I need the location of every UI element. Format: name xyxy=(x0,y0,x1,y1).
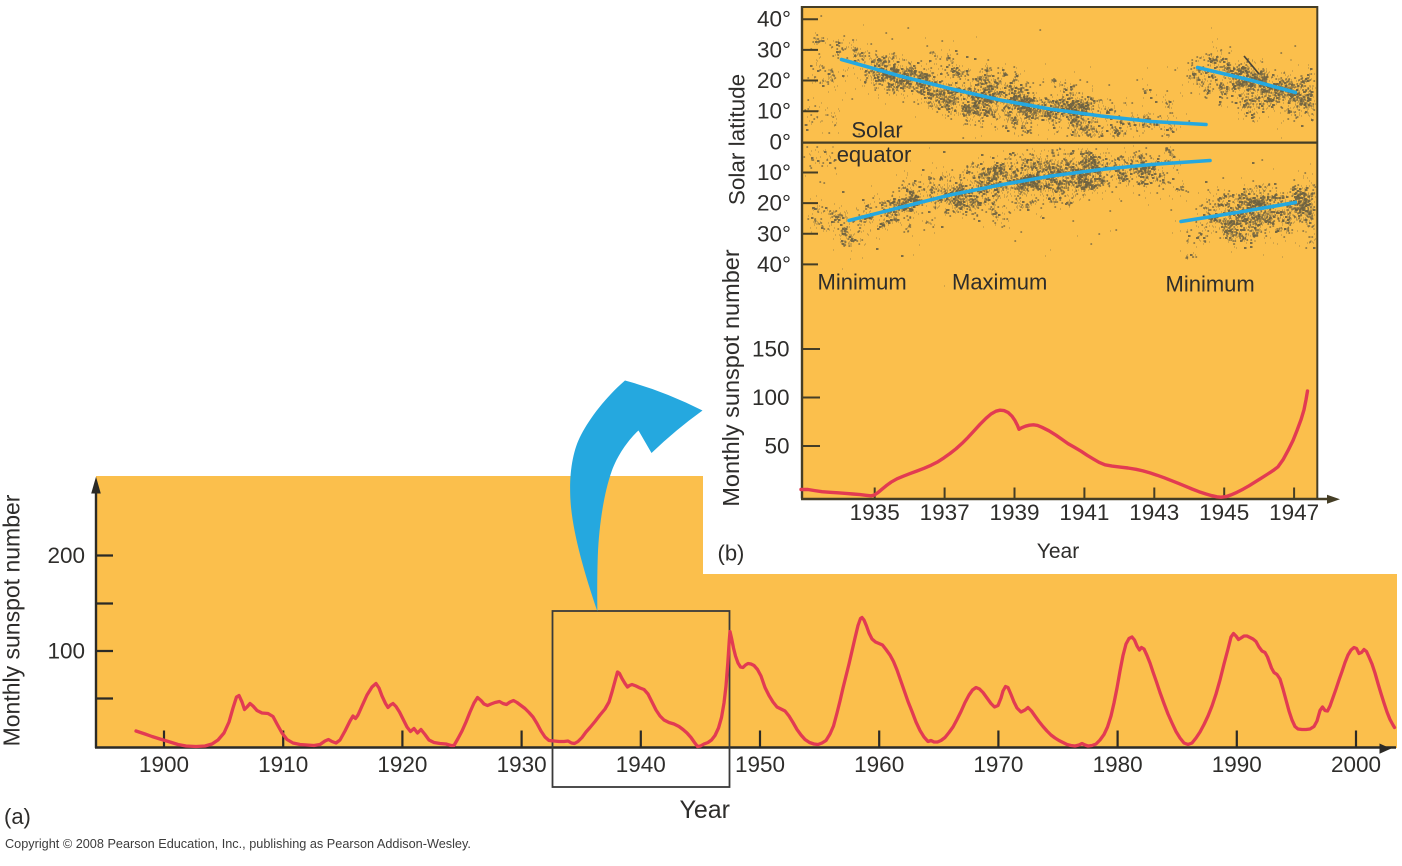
svg-text:200: 200 xyxy=(47,543,85,568)
svg-text:1941: 1941 xyxy=(1059,500,1109,525)
svg-text:1930: 1930 xyxy=(497,752,547,777)
svg-text:Monthly sunspot number: Monthly sunspot number xyxy=(718,249,744,507)
svg-text:Minimum: Minimum xyxy=(818,270,907,295)
svg-text:100: 100 xyxy=(752,385,790,410)
svg-text:100: 100 xyxy=(47,639,85,664)
svg-text:1935: 1935 xyxy=(850,500,900,525)
svg-text:10°: 10° xyxy=(757,160,791,185)
svg-text:1943: 1943 xyxy=(1129,500,1179,525)
svg-text:(a): (a) xyxy=(4,804,31,829)
svg-text:Year: Year xyxy=(1037,540,1079,563)
svg-text:20°: 20° xyxy=(757,191,791,216)
svg-text:1937: 1937 xyxy=(920,500,970,525)
svg-text:1950: 1950 xyxy=(735,752,785,777)
svg-text:1990: 1990 xyxy=(1212,752,1262,777)
svg-text:1970: 1970 xyxy=(973,752,1023,777)
svg-text:1980: 1980 xyxy=(1093,752,1143,777)
svg-text:Solar: Solar xyxy=(851,118,902,143)
svg-text:Year: Year xyxy=(679,796,730,824)
svg-text:1939: 1939 xyxy=(989,500,1039,525)
svg-text:40°: 40° xyxy=(757,7,791,32)
svg-text:2000: 2000 xyxy=(1331,752,1381,777)
svg-text:Solar latitude: Solar latitude xyxy=(725,74,750,205)
svg-text:0°: 0° xyxy=(769,129,791,154)
svg-text:equator: equator xyxy=(837,142,912,167)
svg-text:50: 50 xyxy=(764,434,789,459)
svg-text:Copyright © 2008 Pearson Educa: Copyright © 2008 Pearson Education, Inc.… xyxy=(5,837,471,851)
svg-text:1910: 1910 xyxy=(258,752,308,777)
svg-text:30°: 30° xyxy=(757,221,791,246)
svg-text:1920: 1920 xyxy=(377,752,427,777)
svg-text:Monthly sunspot number: Monthly sunspot number xyxy=(0,494,25,746)
svg-text:1900: 1900 xyxy=(139,752,189,777)
svg-text:150: 150 xyxy=(752,337,790,362)
svg-text:20°: 20° xyxy=(757,68,791,93)
svg-text:30°: 30° xyxy=(757,37,791,62)
svg-text:(b): (b) xyxy=(718,541,745,566)
svg-text:1960: 1960 xyxy=(854,752,904,777)
svg-text:Maximum: Maximum xyxy=(952,270,1047,295)
svg-text:1945: 1945 xyxy=(1199,500,1249,525)
svg-text:1940: 1940 xyxy=(616,752,666,777)
svg-text:40°: 40° xyxy=(757,252,791,277)
svg-text:1947: 1947 xyxy=(1269,500,1319,525)
svg-text:10°: 10° xyxy=(757,99,791,124)
svg-text:Minimum: Minimum xyxy=(1166,272,1255,297)
